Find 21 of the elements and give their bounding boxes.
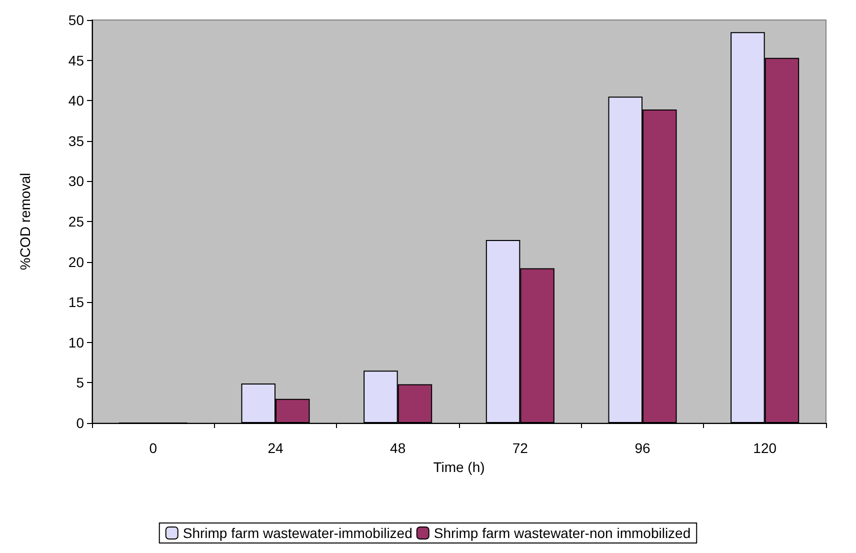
x-tick-label: 24 xyxy=(268,440,284,456)
y-tick-label: 50 xyxy=(68,12,84,28)
y-tick-label: 30 xyxy=(68,173,84,190)
x-axis-title: Time (h) xyxy=(433,458,485,475)
y-tick-label: 40 xyxy=(68,92,84,109)
y-tick-label: 5 xyxy=(76,374,84,391)
y-tick-label: 35 xyxy=(68,132,84,149)
x-tick-label: 48 xyxy=(390,440,406,456)
legend-label: Shrimp farm wastewater-non immobilized xyxy=(434,525,691,541)
x-tick-label: 120 xyxy=(753,440,777,456)
x-tick-label: 0 xyxy=(149,440,158,456)
x-tick-label: 72 xyxy=(512,440,528,456)
y-tick-label: 45 xyxy=(68,52,84,68)
y-tick-label: 20 xyxy=(68,254,84,270)
y-tick-label: 25 xyxy=(68,214,84,230)
x-tick-label: 96 xyxy=(634,440,650,456)
legend-label: Shrimp farm wastewater-immobilized xyxy=(182,525,412,541)
y-tick-label: 15 xyxy=(68,294,84,310)
y-axis-title: %COD removal xyxy=(17,172,33,270)
y-tick-label: 10 xyxy=(68,334,84,350)
y-tick-label: 0 xyxy=(76,415,84,431)
